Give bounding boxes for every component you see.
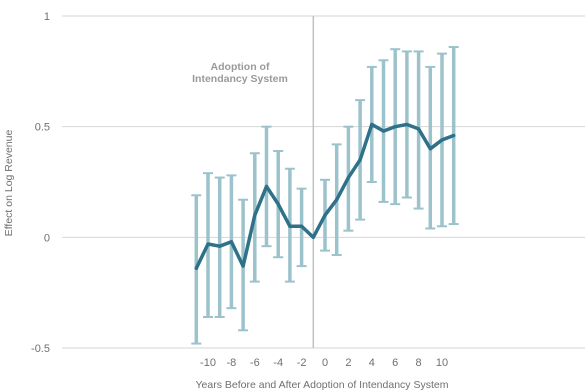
x-tick-label: -8 xyxy=(227,357,237,369)
estimate-line xyxy=(194,122,456,271)
data-point xyxy=(452,134,456,138)
data-point xyxy=(335,198,339,202)
y-tick-labels: -0.5 0 0.5 1 xyxy=(31,11,50,355)
data-point xyxy=(405,122,409,126)
data-point xyxy=(206,242,210,246)
y-tick-label: 0.5 xyxy=(35,122,50,134)
data-point xyxy=(218,244,222,248)
x-tick-label: 4 xyxy=(369,357,375,369)
x-tick-label: -10 xyxy=(200,357,216,369)
data-point xyxy=(323,213,327,217)
x-tick-label: -4 xyxy=(273,357,283,369)
data-point xyxy=(358,158,362,162)
x-tick-label: 10 xyxy=(436,357,448,369)
y-tick-label: 0 xyxy=(44,232,50,244)
data-point xyxy=(253,213,257,217)
data-point xyxy=(370,122,374,126)
data-point xyxy=(265,184,268,188)
y-tick-label: 1 xyxy=(44,11,50,23)
x-tick-label: 6 xyxy=(392,357,398,369)
adoption-annotation-line-2: Intendancy System xyxy=(192,73,288,85)
data-point xyxy=(229,240,233,244)
x-tick-label: -2 xyxy=(297,357,307,369)
data-point xyxy=(194,266,198,270)
data-point xyxy=(276,202,280,206)
data-point xyxy=(382,129,385,133)
adoption-annotation-line-1: Adoption of xyxy=(211,61,270,73)
data-point xyxy=(428,147,432,151)
data-point xyxy=(300,224,304,228)
data-point xyxy=(417,127,421,131)
x-tick-label: 8 xyxy=(416,357,422,369)
data-point xyxy=(311,235,315,239)
grid xyxy=(62,15,585,349)
data-point xyxy=(288,224,292,228)
data-point xyxy=(241,264,245,268)
x-tick-label: 2 xyxy=(345,357,351,369)
x-axis-title: Years Before and After Adoption of Inten… xyxy=(196,379,449,391)
x-tick-label: -6 xyxy=(250,357,260,369)
x-tick-labels: -10 -8 -6 -4 -2 0 2 4 6 8 10 xyxy=(200,357,448,369)
y-axis-title: Effect on Log Revenue xyxy=(3,130,15,237)
data-point xyxy=(440,138,444,142)
error-bars xyxy=(191,45,459,345)
x-tick-label: 0 xyxy=(322,357,328,369)
y-tick-label: -0.5 xyxy=(31,343,50,355)
data-point xyxy=(393,125,397,129)
data-point xyxy=(346,176,350,180)
